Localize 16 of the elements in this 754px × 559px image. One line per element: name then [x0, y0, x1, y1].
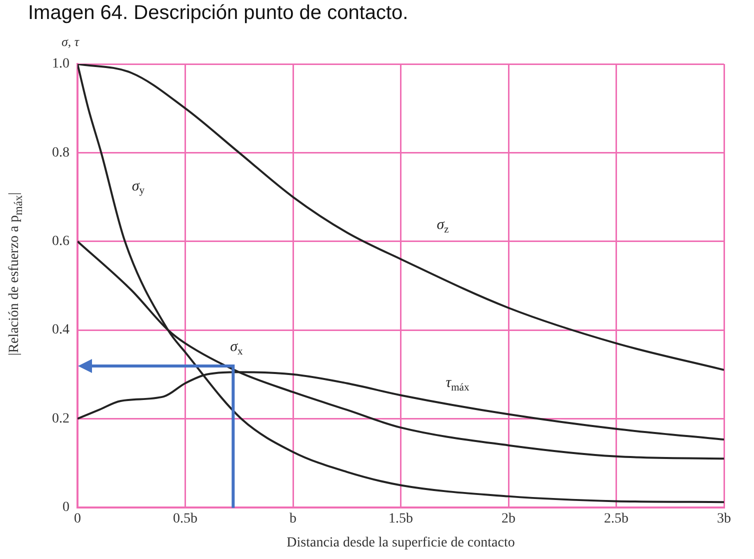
x-tick-label: b: [290, 511, 296, 526]
y-tick-label: 0.8: [52, 145, 70, 160]
chart-title: Imagen 64. Descripción punto de contacto.: [28, 2, 408, 25]
x-tick-label: 2.5b: [604, 511, 628, 526]
y-tick-label: 0.6: [52, 234, 70, 250]
x-tick-label: 1.5b: [388, 511, 413, 526]
x-tick-label: 3b: [717, 511, 731, 526]
x-tick-label: 0: [74, 511, 81, 526]
x-tick-label: 0.5b: [173, 511, 198, 526]
x-tick-label: 2b: [502, 511, 516, 526]
y-tick-label: 1.0: [52, 56, 70, 72]
y-tick-label: 0.4: [52, 322, 70, 338]
y-tick-label: 0.2: [52, 411, 70, 426]
y-tick-label: 0: [62, 500, 70, 516]
text: σ, τ: [62, 34, 80, 50]
x-axis-title: Distancia desde la superficie de contacto: [286, 535, 515, 550]
